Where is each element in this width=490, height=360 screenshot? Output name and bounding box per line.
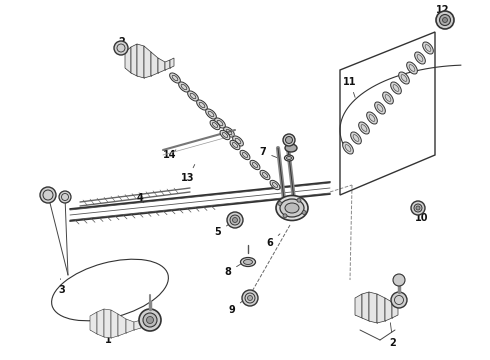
Text: 8: 8 bbox=[224, 264, 242, 277]
Ellipse shape bbox=[407, 62, 417, 74]
Ellipse shape bbox=[179, 82, 189, 92]
Ellipse shape bbox=[399, 72, 409, 84]
Polygon shape bbox=[97, 309, 104, 337]
Text: 3: 3 bbox=[59, 279, 65, 295]
Polygon shape bbox=[362, 292, 369, 321]
Ellipse shape bbox=[170, 73, 180, 83]
Polygon shape bbox=[131, 44, 137, 76]
Circle shape bbox=[302, 211, 306, 215]
Text: 14: 14 bbox=[163, 150, 177, 160]
Ellipse shape bbox=[276, 195, 308, 220]
Ellipse shape bbox=[415, 52, 425, 64]
Polygon shape bbox=[355, 294, 362, 318]
Ellipse shape bbox=[188, 91, 198, 101]
Circle shape bbox=[436, 11, 454, 29]
Text: 5: 5 bbox=[215, 224, 230, 237]
Circle shape bbox=[416, 206, 420, 210]
Ellipse shape bbox=[270, 180, 280, 190]
Text: 11: 11 bbox=[343, 77, 357, 97]
Circle shape bbox=[245, 293, 255, 303]
Circle shape bbox=[278, 202, 282, 206]
Circle shape bbox=[411, 201, 425, 215]
Ellipse shape bbox=[391, 82, 401, 94]
Polygon shape bbox=[118, 314, 126, 336]
Polygon shape bbox=[158, 58, 165, 73]
Polygon shape bbox=[151, 52, 158, 76]
Polygon shape bbox=[126, 319, 134, 333]
Text: 4: 4 bbox=[137, 193, 144, 203]
Circle shape bbox=[247, 296, 252, 301]
Circle shape bbox=[414, 204, 422, 212]
Text: 2: 2 bbox=[390, 323, 396, 348]
Ellipse shape bbox=[359, 122, 369, 134]
Text: 10: 10 bbox=[415, 210, 429, 223]
Ellipse shape bbox=[351, 132, 361, 144]
Ellipse shape bbox=[285, 155, 294, 161]
Polygon shape bbox=[137, 44, 144, 78]
Polygon shape bbox=[392, 300, 398, 318]
Polygon shape bbox=[385, 298, 392, 321]
Polygon shape bbox=[111, 310, 118, 338]
Ellipse shape bbox=[250, 160, 260, 170]
Circle shape bbox=[440, 14, 450, 26]
Polygon shape bbox=[369, 292, 377, 323]
Ellipse shape bbox=[220, 130, 230, 140]
Polygon shape bbox=[125, 47, 131, 73]
Polygon shape bbox=[134, 320, 141, 330]
Circle shape bbox=[286, 136, 293, 144]
Circle shape bbox=[391, 292, 407, 308]
Ellipse shape bbox=[233, 136, 244, 146]
Circle shape bbox=[143, 313, 157, 327]
Ellipse shape bbox=[383, 92, 393, 104]
Ellipse shape bbox=[210, 120, 220, 130]
Circle shape bbox=[242, 290, 258, 306]
Text: 1: 1 bbox=[105, 324, 133, 345]
Polygon shape bbox=[104, 309, 111, 338]
Text: 7: 7 bbox=[260, 147, 280, 159]
Ellipse shape bbox=[260, 170, 270, 180]
Ellipse shape bbox=[375, 102, 385, 114]
Ellipse shape bbox=[230, 140, 240, 150]
Ellipse shape bbox=[343, 142, 353, 154]
Circle shape bbox=[283, 134, 295, 146]
Ellipse shape bbox=[280, 199, 304, 217]
Circle shape bbox=[232, 217, 238, 222]
Ellipse shape bbox=[285, 144, 297, 152]
Circle shape bbox=[393, 274, 405, 286]
Polygon shape bbox=[144, 46, 151, 78]
Ellipse shape bbox=[196, 100, 207, 110]
Text: 9: 9 bbox=[229, 300, 244, 315]
Circle shape bbox=[230, 215, 240, 225]
Polygon shape bbox=[90, 312, 97, 334]
Circle shape bbox=[114, 41, 128, 55]
Circle shape bbox=[147, 316, 153, 324]
Text: 12: 12 bbox=[436, 5, 450, 20]
Text: 13: 13 bbox=[181, 165, 195, 183]
Circle shape bbox=[40, 187, 56, 203]
Text: 2: 2 bbox=[119, 37, 129, 55]
Circle shape bbox=[139, 309, 161, 331]
Ellipse shape bbox=[240, 150, 250, 160]
Polygon shape bbox=[377, 294, 385, 323]
Ellipse shape bbox=[206, 109, 217, 119]
Circle shape bbox=[227, 212, 243, 228]
Ellipse shape bbox=[223, 127, 234, 137]
Circle shape bbox=[297, 198, 301, 202]
Polygon shape bbox=[170, 58, 174, 68]
Circle shape bbox=[59, 191, 71, 203]
Ellipse shape bbox=[244, 260, 252, 265]
Ellipse shape bbox=[367, 112, 377, 124]
Ellipse shape bbox=[241, 257, 255, 266]
Ellipse shape bbox=[423, 42, 433, 54]
Polygon shape bbox=[165, 60, 170, 70]
Text: 6: 6 bbox=[267, 234, 280, 248]
Ellipse shape bbox=[215, 118, 225, 128]
Circle shape bbox=[442, 18, 447, 23]
Ellipse shape bbox=[285, 203, 299, 213]
Circle shape bbox=[283, 214, 287, 218]
Ellipse shape bbox=[287, 157, 292, 159]
